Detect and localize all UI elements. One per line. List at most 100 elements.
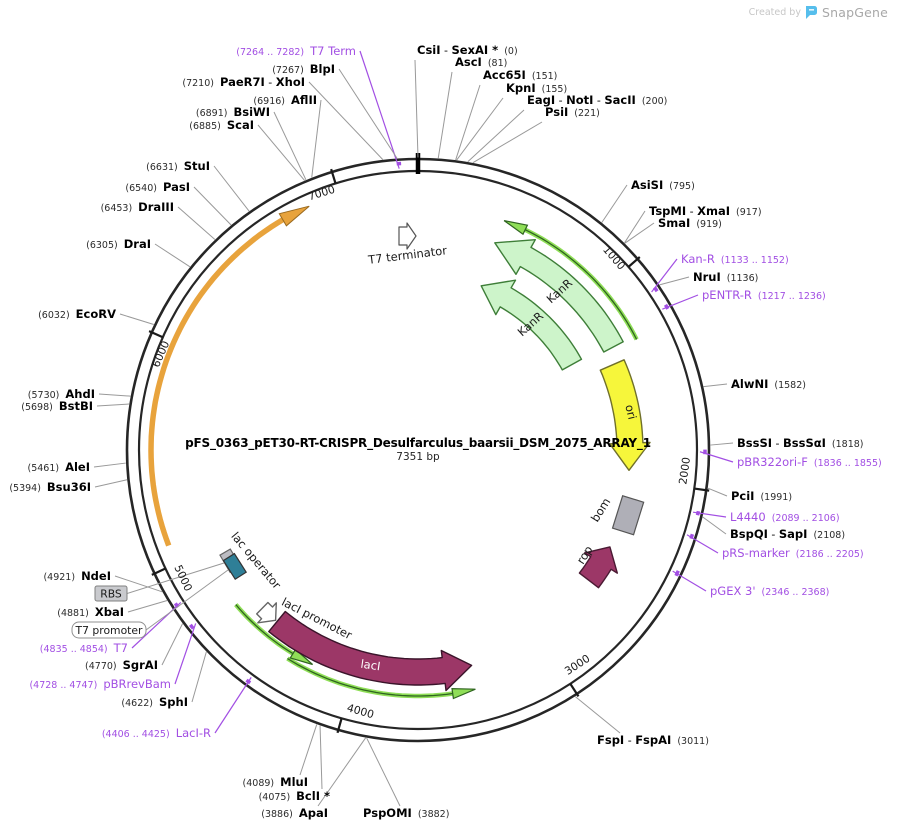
- leader-SgrAI: [161, 623, 184, 666]
- enzyme-label-Bsu36I: (5394) Bsu36I: [9, 480, 91, 494]
- leader-AhdI: [98, 393, 131, 397]
- leader-Acc65I: [455, 84, 481, 161]
- leader-BclI-: [319, 725, 323, 790]
- watermark-created-by: Created by: [748, 7, 801, 18]
- boxed-label-T7-promoter-box: [71, 621, 147, 639]
- leader-T7-promoter: [145, 569, 229, 631]
- enzyme-label-DraIII: (6453) DraIII: [101, 200, 174, 214]
- tick-1000: [627, 256, 641, 268]
- enzyme-label-PsiI: PsiI (221): [545, 105, 600, 119]
- enzyme-label-SmaI: SmaI (919): [658, 216, 722, 230]
- enzyme-label-KpnI: KpnI (155): [506, 81, 567, 95]
- leader-AscI: [437, 71, 453, 159]
- leader-NruI: [659, 276, 690, 286]
- enzyme-label-AhdI: (5730) AhdI: [28, 387, 95, 401]
- watermark-brand: SnapGene: [821, 5, 888, 20]
- leader-AlwNI: [703, 383, 728, 388]
- feature-insert-cassette: [148, 217, 285, 547]
- leader-lines-layer: [93, 50, 734, 807]
- enzyme-label-EcoRV: (6032) EcoRV: [38, 307, 116, 321]
- enzyme-label-BspQI-SapI: BspQI - SapI (2108): [730, 527, 845, 541]
- enzyme-label-BstBI: (5698) BstBI: [21, 399, 93, 413]
- feature-bom: [611, 494, 645, 536]
- enzyme-label-DraI: (6305) DraI: [86, 237, 151, 251]
- leader-PaeR7I-XhoI: [308, 81, 384, 160]
- enzyme-label-NdeI: (4921) NdeI: [43, 569, 111, 583]
- tick-label-7000: 7000: [307, 183, 337, 204]
- leader-StuI: [213, 165, 250, 212]
- primer-label-L4440: L4440 (2089 .. 2106): [730, 510, 840, 524]
- feature-ori: [599, 359, 651, 471]
- tick-label-4000: 4000: [345, 701, 375, 721]
- leader-EcoRV: [119, 313, 154, 325]
- feature-label-bom: bom: [588, 495, 613, 524]
- feature-kanr-inner: [480, 279, 583, 371]
- leader-CsiI-SexAI-: [414, 59, 419, 158]
- leader-AsiSI: [601, 184, 628, 223]
- features-layer: [148, 205, 651, 700]
- leader-EagI-NotI-SacII: [467, 109, 525, 163]
- feature-orf-top-head: [503, 220, 529, 236]
- enzyme-label-BssSI-BssS-I: BssSI - BssSαI (1818): [737, 436, 864, 450]
- enzyme-label-SphI: (4622) SphI: [121, 695, 188, 709]
- leader-pENTR-R: [662, 294, 699, 310]
- leader-MluI: [299, 724, 318, 776]
- primer-label-T7-Term: (7264 .. 7282) T7 Term: [236, 44, 356, 58]
- feature-lac-operator: [222, 552, 248, 580]
- leader-AleI: [93, 462, 126, 468]
- enzyme-label-AflII: (6916) AflII: [253, 93, 317, 107]
- tick-label-2000: 2000: [676, 456, 693, 485]
- leader-ApaI: [317, 737, 367, 807]
- leader-DraIII: [177, 206, 216, 240]
- feature-orf-top-core: [524, 229, 638, 340]
- boxed-label-RBS-box: [94, 585, 128, 602]
- enzyme-label-XbaI: (4881) XbaI: [57, 605, 124, 619]
- feature-kanr-outer: [494, 238, 624, 353]
- enzyme-label-PspOMI: PspOMI (3882): [363, 806, 449, 820]
- leader-pBRrevBam: [174, 623, 197, 685]
- snapgene-watermark: Created by SnapGene: [749, 5, 888, 20]
- leader-T7-Term: [359, 50, 400, 169]
- boxed-label-T7-promoter: T7 promoter: [75, 624, 144, 637]
- feature-rop: [578, 546, 618, 589]
- feature-insert-cassette-head: [278, 205, 310, 227]
- tick-3000: [569, 683, 580, 697]
- primer-label-pRS-marker: pRS-marker (2186 .. 2205): [722, 546, 864, 560]
- enzyme-label-NruI: NruI (1136): [693, 270, 758, 284]
- leader-XbaI: [127, 600, 168, 613]
- leader-BsiWI: [273, 111, 307, 181]
- enzyme-label-AlwNI: AlwNI (1582): [731, 377, 806, 391]
- leader-TspMI-XmaI: [624, 210, 646, 244]
- enzyme-label-SgrAI: (4770) SgrAI: [85, 658, 158, 672]
- leader-BssSI-BssS-I: [710, 442, 734, 446]
- feature-orf-bottom-short-core: [235, 604, 294, 655]
- enzyme-label-PaeR7I-XhoI: (7210) PaeR7I - XhoI: [182, 75, 305, 89]
- enzyme-label-AscI: AscI (81): [455, 55, 507, 69]
- feature-orf-bottom-short-head: [289, 648, 313, 666]
- primer-label-T7: (4835 .. 4854) T7: [40, 641, 128, 655]
- enzyme-label-TspMI-XmaI: TspMI - XmaI (917): [649, 204, 762, 218]
- leader-BlpI: [338, 68, 398, 159]
- enzyme-label-PciI: PciI (1991): [731, 489, 792, 503]
- leader-NdeI: [114, 575, 163, 593]
- enzyme-label-Acc65I: Acc65I (151): [483, 68, 557, 82]
- leader-SmaI: [624, 222, 655, 244]
- enzyme-label-ApaI: (3886) ApaI: [261, 806, 328, 820]
- primer-site-pBRrevBam: [188, 623, 195, 630]
- enzyme-label-BlpI: (7267) BlpI: [272, 62, 335, 76]
- primer-label-LacI-R: (4406 .. 4425) LacI-R: [102, 726, 211, 740]
- leader-PciI: [707, 487, 728, 497]
- tick-7000: [330, 168, 337, 184]
- enzyme-label-StuI: (6631) StuI: [146, 159, 210, 173]
- enzyme-label-BsiWI: (6891) BsiWI: [196, 105, 270, 119]
- tick-label-3000: 3000: [562, 652, 592, 678]
- leader-PsiI: [472, 121, 543, 164]
- tick-2000: [694, 487, 710, 492]
- leader-PasI: [193, 186, 232, 226]
- primer-label-Kan-R: Kan-R (1133 .. 1152): [681, 252, 789, 266]
- leader-ScaI: [257, 124, 305, 181]
- tick-label-1000: 1000: [600, 243, 628, 272]
